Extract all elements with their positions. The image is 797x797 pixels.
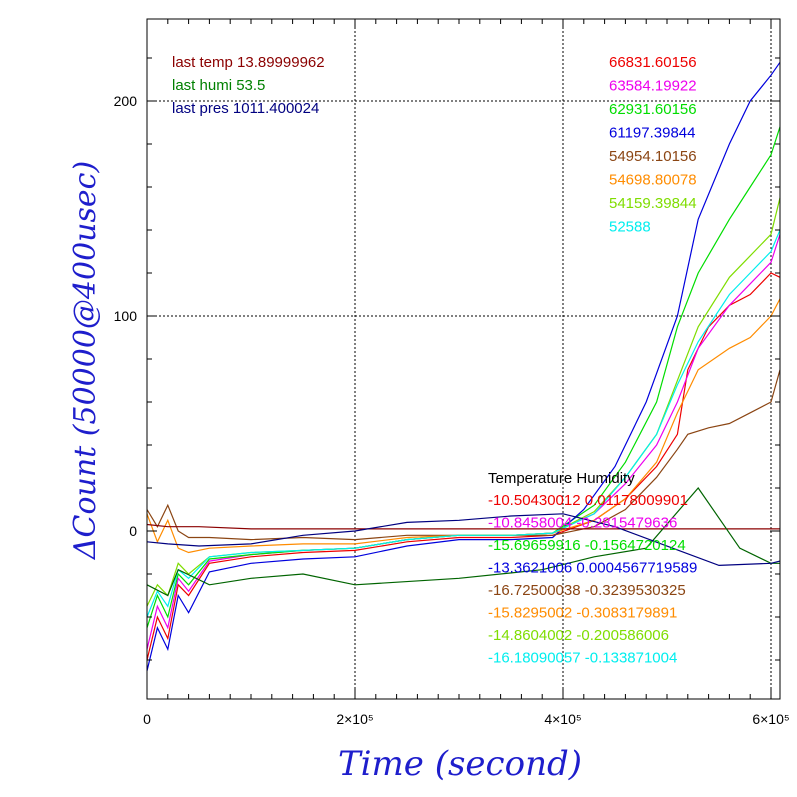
legend-entry-name: 62931.60156 [609, 101, 697, 118]
y-tick-label: 100 [114, 308, 138, 324]
series-line-0 [146, 272, 781, 661]
legend-entry-name: 61197.39844 [609, 125, 695, 142]
legend-entry-stats: -16.72500038 -0.3239530325 [488, 582, 686, 599]
series-layer [146, 61, 781, 671]
y-tick-label: 0 [129, 523, 137, 539]
y-tick-label: 200 [114, 93, 138, 109]
ticks [146, 19, 780, 699]
legend-entry-name: 54159.39844 [609, 195, 697, 212]
series-line-8 [146, 523, 780, 530]
legend: 66831.60156 63584.19922 62931.60156 61197.3… [488, 54, 697, 667]
series-line-9 [146, 487, 780, 597]
legend-header: Temperature Humidity [488, 470, 635, 487]
x-tick-label: 4×10⁵ [544, 711, 581, 727]
x-axis-label: Time (second) [338, 744, 582, 784]
legend-entry-stats: -16.18090057 -0.133871004 [488, 650, 677, 667]
legend-entry-stats: -15.8295002 -0.3083179891 [488, 605, 677, 622]
y-axis-label: ΔCount (50000@400usec) [68, 161, 103, 560]
grid [147, 19, 780, 699]
legend-entry-name: 66831.60156 [609, 54, 697, 71]
status-line: last pres 1011.400024 [172, 100, 319, 117]
x-tick-label: 0 [143, 711, 151, 727]
legend-entry-stats: -14.8604002 -0.200586006 [488, 627, 669, 644]
legend-entry-name: 54698.80078 [609, 172, 697, 189]
legend-entry-name: 63584.19922 [609, 78, 697, 95]
series-line-10 [146, 513, 781, 567]
status-line: last humi 53.5 [172, 77, 265, 94]
legend-entry-stats: -15.69659916 -0.1564720124 [488, 537, 686, 554]
legend-entry-name: 52588 [609, 219, 651, 236]
legend-entry-stats: -10.50430012 0.01178009901 [488, 492, 688, 509]
series-line-3 [146, 61, 781, 671]
x-tick-label: 2×10⁵ [336, 711, 373, 727]
status-lines: last temp 13.89999962 last humi 53.5 last … [172, 54, 325, 117]
legend-entry-stats: -10.8458004 -0.2815479636 [488, 515, 677, 532]
tick-labels: 0 2×10⁵ 4×10⁵ 6×10⁵ 0 100 200 [114, 93, 790, 727]
x-tick-label: 6×10⁵ [752, 711, 789, 727]
legend-entry-name: 54954.10156 [609, 148, 697, 165]
legend-entry-stats: -13.3621006 0.0004567719589 [488, 560, 697, 577]
series-line-7 [146, 229, 781, 618]
status-line: last temp 13.89999962 [172, 54, 325, 71]
